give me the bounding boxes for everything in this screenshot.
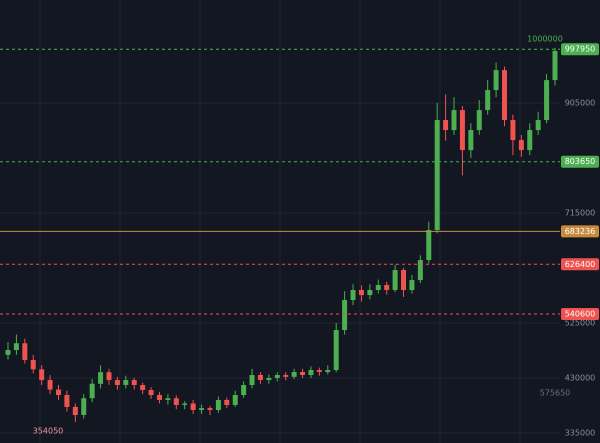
- candle-body: [249, 374, 255, 385]
- candle-body: [165, 398, 171, 400]
- candle-body: [131, 380, 137, 385]
- candle-body: [207, 408, 213, 411]
- candle-body: [274, 374, 280, 378]
- y-tick-label: 715000: [565, 209, 596, 218]
- y-tick-label: 430000: [565, 373, 596, 382]
- candle-body: [190, 403, 196, 411]
- price-label-bg: [561, 225, 599, 238]
- candle-body: [300, 372, 306, 375]
- candle-body: [241, 384, 247, 396]
- y-tick-label: 335000: [565, 428, 596, 437]
- candle-body: [510, 120, 516, 141]
- candle-body: [493, 70, 499, 91]
- candle-body: [156, 395, 162, 400]
- candle-body: [72, 406, 78, 415]
- candle-body: [199, 408, 205, 411]
- candle-body: [81, 398, 87, 415]
- price-label-bg: [561, 307, 599, 320]
- candle-body: [518, 140, 524, 151]
- candle-body: [22, 343, 28, 360]
- candle-body: [224, 399, 230, 405]
- candle-body: [409, 280, 415, 291]
- candle-body: [468, 130, 474, 151]
- candle-body: [266, 377, 272, 381]
- candle-body: [434, 120, 440, 231]
- price-label-bg: [561, 155, 599, 168]
- candle-body: [527, 130, 533, 151]
- candle-body: [283, 374, 289, 377]
- candle-body: [350, 290, 356, 301]
- candle-body: [367, 290, 373, 296]
- candle-body: [552, 50, 558, 81]
- candle-body: [64, 395, 70, 407]
- price-label: 626400: [565, 260, 596, 269]
- candle-body: [375, 285, 381, 291]
- candle-body: [502, 70, 508, 121]
- candle-body: [485, 90, 491, 111]
- candle-body: [106, 372, 112, 381]
- candle-body: [476, 110, 482, 131]
- candle-body: [140, 384, 146, 390]
- candle-body: [358, 290, 364, 296]
- candle-body: [173, 398, 179, 405]
- candle-body: [401, 270, 407, 291]
- price-label: 683236: [565, 227, 596, 236]
- high-label: 1000000: [527, 35, 563, 44]
- candle-body: [308, 370, 314, 375]
- candle-body: [114, 380, 120, 385]
- marker-label: 575650: [540, 389, 571, 398]
- candle-body: [39, 369, 45, 381]
- candle-body: [55, 389, 61, 396]
- candle-body: [459, 110, 465, 151]
- candle-body: [13, 343, 19, 351]
- candle-body: [342, 300, 348, 331]
- price-label: 540600: [565, 309, 596, 318]
- candle-body: [148, 389, 154, 396]
- candle-body: [392, 270, 398, 291]
- y-tick-label: 525000: [565, 319, 596, 328]
- candle-body: [215, 399, 221, 411]
- candle-body: [544, 80, 550, 121]
- candle-body: [89, 383, 95, 399]
- candle-body: [47, 380, 53, 390]
- price-label-bg: [561, 43, 599, 56]
- candle-body: [426, 230, 432, 261]
- price-label: 997950: [565, 45, 596, 54]
- candle-body: [98, 372, 104, 384]
- candle-body: [182, 403, 188, 405]
- candle-body: [443, 120, 449, 131]
- candle-body: [123, 380, 129, 385]
- price-label: 803650: [565, 157, 596, 166]
- low-label: 354050: [33, 426, 64, 435]
- candle-body: [316, 370, 322, 373]
- candle-body: [5, 350, 11, 355]
- candle-body: [30, 359, 36, 370]
- candle-body: [384, 285, 390, 291]
- candle-body: [325, 370, 331, 373]
- candle-body: [232, 395, 238, 405]
- candle-body: [451, 110, 457, 131]
- candle-body: [535, 120, 541, 131]
- candle-body: [417, 260, 423, 281]
- y-tick-label: 905000: [565, 99, 596, 108]
- candle-body: [333, 330, 339, 371]
- candle-body: [257, 374, 263, 381]
- candle-body: [291, 372, 297, 377]
- price-label-bg: [561, 258, 599, 271]
